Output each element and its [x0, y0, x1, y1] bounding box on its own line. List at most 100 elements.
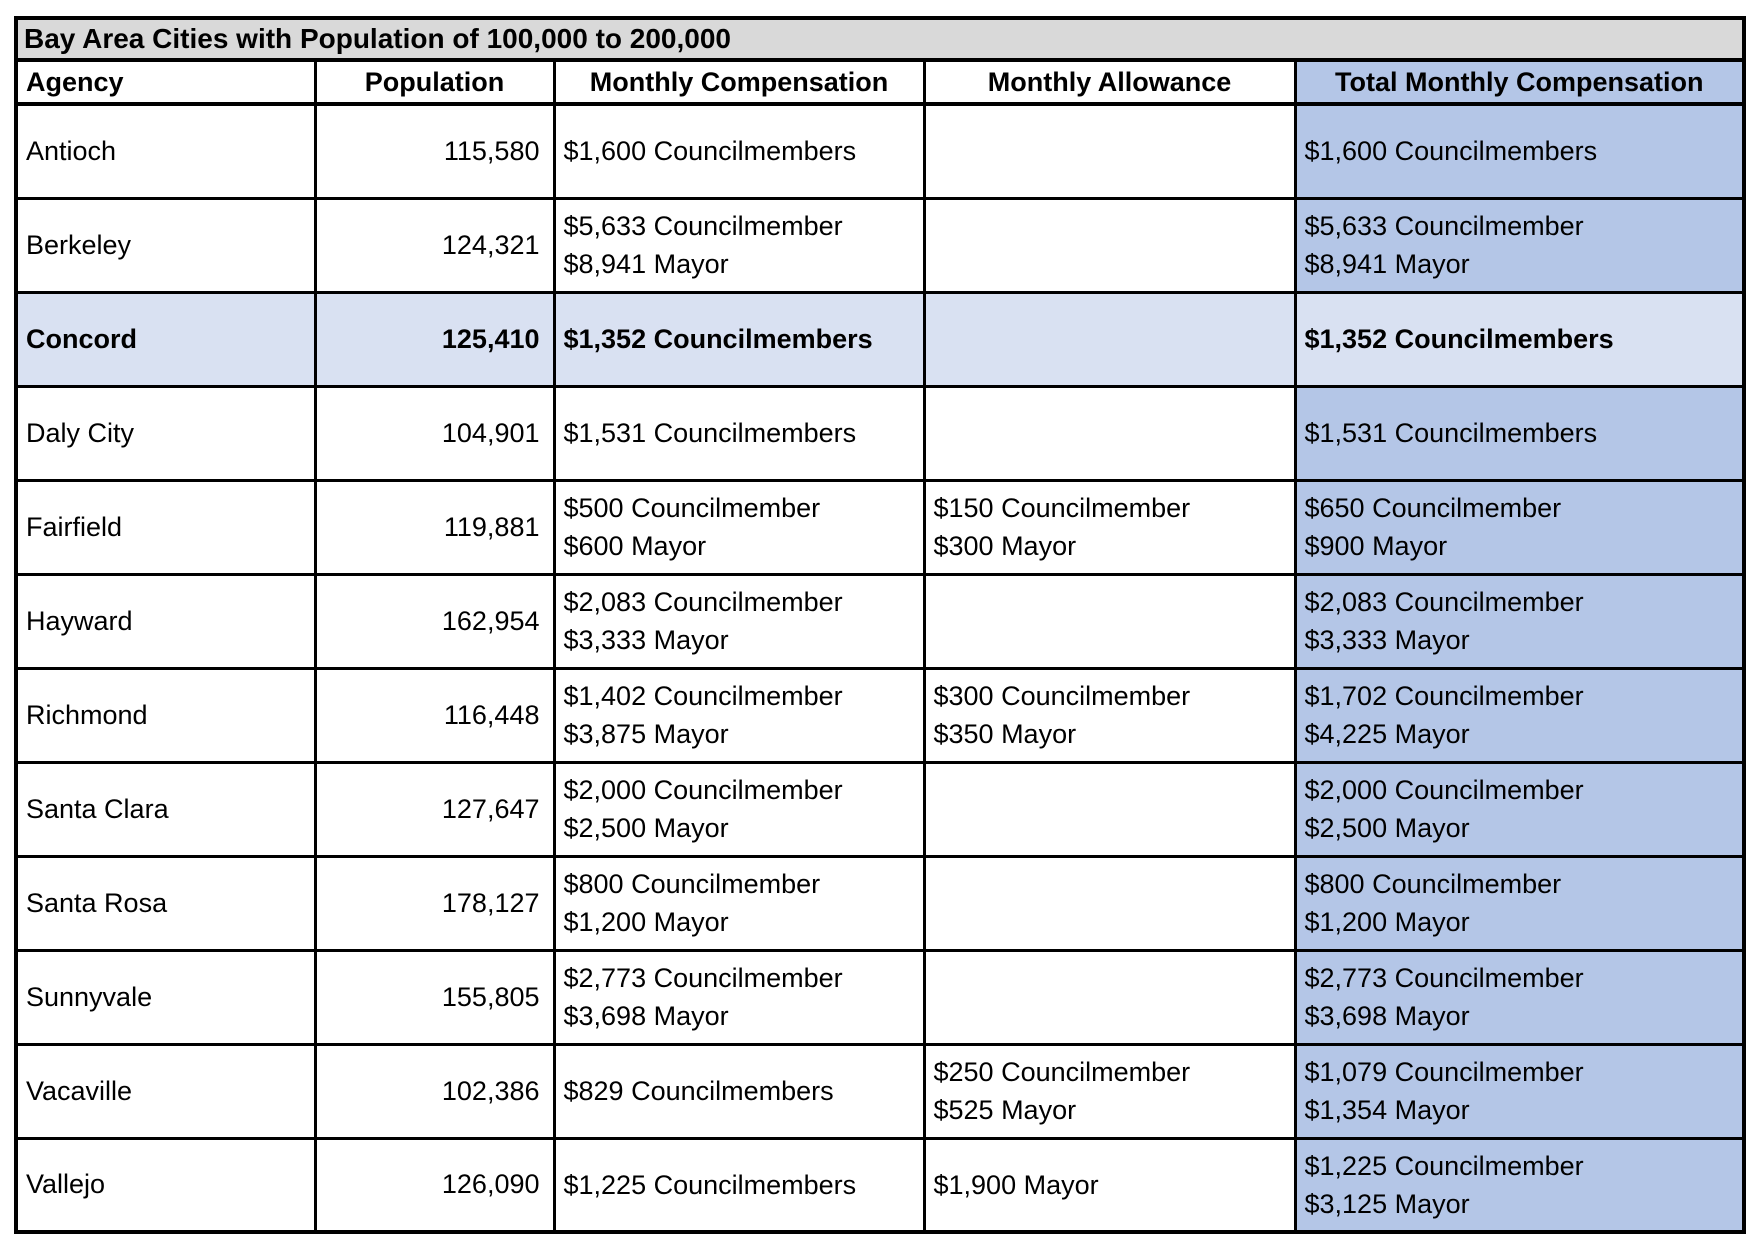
cell-line: $1,200 Mayor: [1304, 907, 1470, 937]
cell-line: $1,352 Councilmembers: [1304, 324, 1614, 354]
monthly-allowance-cell: $300 Councilmember $350 Mayor: [922, 666, 1297, 764]
monthly-allowance-cell: [922, 384, 1297, 482]
total-compensation-cell: $1,600 Councilmembers: [1293, 102, 1746, 200]
cell-line: $300 Mayor: [933, 531, 1077, 561]
monthly-compensation-cell: $1,600 Councilmembers: [552, 102, 926, 200]
population-cell: 124,321: [313, 196, 556, 294]
table-title: Bay Area Cities with Population of 100,0…: [14, 16, 1746, 62]
total-compensation-cell: $1,702 Councilmember $4,225 Mayor: [1293, 666, 1746, 764]
compensation-table: Bay Area Cities with Population of 100,0…: [14, 16, 1746, 1234]
monthly-compensation-cell: $800 Councilmember $1,200 Mayor: [552, 854, 926, 952]
table-row: Sunnyvale 155,805 $2,773 Councilmember $3,6…: [14, 948, 1746, 1046]
cell-line: $2,000 Councilmember: [1304, 775, 1584, 805]
cell-line: $1,225 Councilmember: [1304, 1150, 1584, 1181]
cell-line: $1,079 Councilmember: [1304, 1057, 1584, 1087]
total-compensation-cell: $800 Councilmember $1,200 Mayor: [1293, 854, 1746, 952]
cell-line: $2,083 Councilmember: [563, 587, 843, 617]
cell-line: $600 Mayor: [563, 531, 707, 561]
column-header-monthly-compensation: Monthly Compensation: [552, 58, 926, 106]
monthly-allowance-cell: [922, 948, 1297, 1046]
population-cell: 104,901: [313, 384, 556, 482]
table-row: Fairfield 119,881 $500 Councilmember $600 M…: [14, 478, 1746, 576]
table-row: Santa Rosa 178,127 $800 Councilmember $1,20…: [14, 854, 1746, 952]
cell-line: $1,531 Councilmembers: [1304, 418, 1598, 448]
cell-line: $2,773 Councilmember: [563, 963, 843, 993]
agency-cell: Vacaville: [14, 1042, 317, 1140]
monthly-compensation-cell: $1,402 Councilmember $3,875 Mayor: [552, 666, 926, 764]
agency-cell: Sunnyvale: [14, 948, 317, 1046]
table-row: Hayward 162,954 $2,083 Councilmember $3,333…: [14, 572, 1746, 670]
agency-cell: Santa Clara: [14, 760, 317, 858]
population-cell: 126,090: [313, 1136, 556, 1234]
cell-line: $2,500 Mayor: [563, 813, 729, 843]
table-row: Antioch 115,580 $1,600 Councilmembers $1,60…: [14, 102, 1746, 200]
table-row: Daly City 104,901 $1,531 Councilmembers $1,…: [14, 384, 1746, 482]
cell-line: $3,333 Mayor: [1304, 625, 1470, 655]
cell-line: $8,941 Mayor: [1304, 249, 1470, 279]
agency-cell: Concord: [14, 290, 317, 388]
cell-line: $250 Councilmember: [933, 1057, 1191, 1087]
table-header-row: Agency Population Monthly Compensation M…: [14, 58, 1746, 106]
agency-cell: Santa Rosa: [14, 854, 317, 952]
cell-line: $1,354 Mayor: [1304, 1095, 1470, 1125]
table-row: Richmond 116,448 $1,402 Councilmember $3,87…: [14, 666, 1746, 764]
cell-line: $4,225 Mayor: [1304, 719, 1470, 749]
agency-cell: Antioch: [14, 102, 317, 200]
table-row: Berkeley 124,321 $5,633 Councilmember $8,94…: [14, 196, 1746, 294]
cell-line: $1,402 Councilmember: [563, 681, 843, 711]
cell-line: $829 Councilmembers: [563, 1076, 834, 1106]
population-cell: 162,954: [313, 572, 556, 670]
cell-line: $2,000 Councilmember: [563, 775, 843, 805]
cell-line: $3,333 Mayor: [563, 625, 729, 655]
cell-line: $8,941 Mayor: [563, 249, 729, 279]
cell-line: $2,083 Councilmember: [1304, 587, 1584, 617]
column-header-population: Population: [313, 58, 556, 106]
population-cell: 102,386: [313, 1042, 556, 1140]
table-row: Santa Clara 127,647 $2,000 Councilmember $2…: [14, 760, 1746, 858]
cell-line: $1,200 Mayor: [563, 907, 729, 937]
cell-line: $3,698 Mayor: [1304, 1001, 1470, 1031]
table-body: Antioch 115,580 $1,600 Councilmembers $1,60…: [14, 102, 1746, 1234]
cell-line: $1,600 Councilmembers: [1304, 136, 1598, 167]
column-header-monthly-allowance: Monthly Allowance: [922, 58, 1297, 106]
monthly-compensation-cell: $2,773 Councilmember $3,698 Mayor: [552, 948, 926, 1046]
cell-line: $1,900 Mayor: [933, 1169, 1099, 1200]
cell-line: $350 Mayor: [933, 719, 1077, 749]
monthly-compensation-cell: $829 Councilmembers: [552, 1042, 926, 1140]
monthly-allowance-cell: [922, 196, 1297, 294]
cell-line: $150 Councilmember: [933, 493, 1191, 523]
population-cell: 127,647: [313, 760, 556, 858]
monthly-compensation-cell: $5,633 Councilmember $8,941 Mayor: [552, 196, 926, 294]
monthly-compensation-cell: $500 Councilmember $600 Mayor: [552, 478, 926, 576]
total-compensation-cell: $2,083 Councilmember $3,333 Mayor: [1293, 572, 1746, 670]
table-row: Concord 125,410 $1,352 Councilmembers $1,35…: [14, 290, 1746, 388]
agency-cell: Berkeley: [14, 196, 317, 294]
total-compensation-cell: $650 Councilmember $900 Mayor: [1293, 478, 1746, 576]
cell-line: $900 Mayor: [1304, 531, 1448, 561]
cell-line: $1,225 Councilmembers: [563, 1169, 857, 1200]
agency-cell: Richmond: [14, 666, 317, 764]
cell-line: $3,875 Mayor: [563, 719, 729, 749]
cell-line: $800 Councilmember: [563, 869, 821, 899]
column-header-total-monthly-compensation: Total Monthly Compensation: [1293, 58, 1746, 106]
population-cell: 119,881: [313, 478, 556, 576]
total-compensation-cell: $1,531 Councilmembers: [1293, 384, 1746, 482]
cell-line: $800 Councilmember: [1304, 869, 1562, 899]
cell-line: $1,600 Councilmembers: [563, 136, 857, 167]
monthly-allowance-cell: [922, 290, 1297, 388]
column-header-agency: Agency: [14, 58, 317, 106]
agency-cell: Daly City: [14, 384, 317, 482]
monthly-compensation-cell: $1,352 Councilmembers: [552, 290, 926, 388]
population-cell: 155,805: [313, 948, 556, 1046]
agency-cell: Fairfield: [14, 478, 317, 576]
cell-line: $5,633 Councilmember: [563, 211, 843, 241]
cell-line: $5,633 Councilmember: [1304, 211, 1584, 241]
population-cell: 116,448: [313, 666, 556, 764]
total-compensation-cell: $1,225 Councilmember $3,125 Mayor: [1293, 1136, 1746, 1234]
total-compensation-cell: $1,079 Councilmember $1,354 Mayor: [1293, 1042, 1746, 1140]
cell-line: $2,773 Councilmember: [1304, 963, 1584, 993]
monthly-allowance-cell: [922, 102, 1297, 200]
monthly-allowance-cell: $1,900 Mayor: [922, 1136, 1297, 1234]
total-compensation-cell: $2,000 Councilmember $2,500 Mayor: [1293, 760, 1746, 858]
